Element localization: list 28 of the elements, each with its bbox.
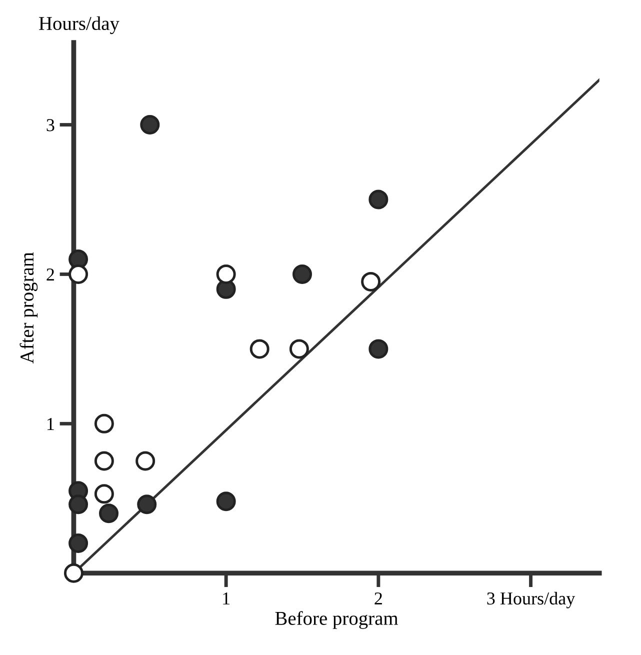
y-axis-title: After program — [20, 252, 38, 364]
y-tick-label: 3 — [46, 119, 54, 132]
point — [368, 339, 388, 359]
x-tick-label: 2 — [374, 592, 382, 604]
point — [368, 190, 388, 210]
point — [68, 494, 88, 514]
point — [137, 494, 157, 514]
point — [216, 264, 236, 284]
point — [99, 504, 119, 524]
point — [216, 492, 236, 512]
x-tick-label: 1 — [223, 592, 230, 604]
point — [94, 414, 114, 434]
point — [64, 563, 84, 583]
y-tick-label: 1 — [48, 418, 54, 430]
point — [140, 115, 160, 135]
point — [94, 451, 114, 471]
x-axis-title: Before program — [275, 611, 398, 629]
point — [289, 339, 309, 359]
point — [292, 264, 312, 284]
x-tick-label: 3 Hours/day — [487, 592, 576, 608]
point — [68, 533, 88, 553]
point — [94, 484, 114, 504]
point — [136, 451, 156, 471]
point — [250, 339, 270, 359]
point — [361, 272, 381, 292]
y-tick-label: 2 — [46, 268, 54, 280]
point — [68, 264, 88, 284]
text: Hours/day — [39, 16, 120, 34]
